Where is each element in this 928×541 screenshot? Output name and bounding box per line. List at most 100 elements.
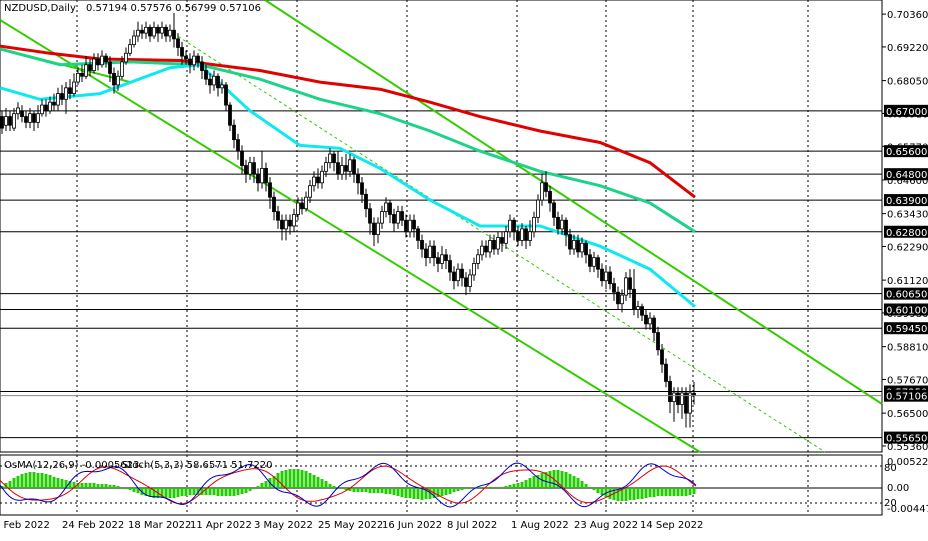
osma-bar (8, 481, 12, 488)
osma-bar (72, 482, 76, 488)
candle-body (16, 107, 20, 115)
candle-body (668, 381, 672, 403)
osma-bar (656, 488, 660, 496)
candle-body (184, 55, 188, 60)
osma-bar (404, 488, 408, 498)
candle-body (576, 239, 580, 253)
candle-body (564, 219, 568, 236)
osma-bar (40, 473, 44, 488)
osma-bar (352, 488, 356, 492)
osma-bar (648, 488, 652, 497)
candle-body (528, 231, 532, 241)
osma-bar (644, 488, 648, 498)
osma-bar (380, 488, 384, 493)
osma-bar (160, 488, 164, 498)
candle-body (660, 349, 664, 365)
osma-bar (120, 488, 124, 489)
osma-bar (544, 472, 548, 488)
candle-body (228, 104, 232, 126)
date-label: 25 May 2022 (318, 520, 383, 531)
osma-bar (24, 473, 28, 488)
osma-bar (188, 488, 192, 495)
candle-body (620, 294, 624, 305)
candle-body (140, 29, 144, 34)
osma-bar (172, 488, 176, 498)
osma-bar (248, 488, 252, 491)
candle-body (672, 392, 676, 403)
price-tick-label: 0.63430 (887, 210, 928, 221)
candle-body (344, 165, 348, 172)
osma-bar (476, 487, 480, 488)
osma-bar (624, 488, 628, 501)
osma-bar (452, 488, 456, 492)
candle-body (280, 219, 284, 230)
candle-body (452, 271, 456, 282)
osma-bar (132, 488, 136, 492)
candle-body (484, 245, 488, 253)
osma-bar (408, 488, 412, 498)
candle-body (52, 101, 56, 106)
osma-bar (88, 483, 92, 488)
candle-body (12, 113, 16, 129)
date-label: 16 Jun 2022 (382, 520, 442, 531)
osma-bar (316, 477, 320, 488)
candle-body (276, 211, 280, 221)
osma-bar (296, 469, 300, 488)
candle-body (456, 268, 460, 282)
candle-body (20, 110, 24, 117)
candle-body (572, 239, 576, 250)
candle-body (676, 392, 680, 405)
osma-bar (144, 488, 148, 496)
candle-body (600, 268, 604, 282)
candle-body (512, 219, 516, 233)
candle-body (324, 162, 328, 172)
osma-bar (360, 488, 364, 492)
price-tick-label: 0.57670 (887, 375, 928, 386)
osma-bar (200, 488, 204, 495)
price-tick-label: 0.56500 (887, 409, 928, 420)
osma-bar (212, 488, 216, 495)
candle-body (436, 257, 440, 264)
candle-body (404, 219, 408, 233)
candle-body (156, 26, 160, 34)
candle-body (100, 55, 104, 66)
candle-body (36, 113, 40, 123)
candle-body (552, 202, 556, 218)
last-price-box (884, 389, 928, 402)
candle-body (68, 87, 72, 94)
candle-body (256, 173, 260, 184)
candle-body (656, 332, 660, 351)
candle-body (28, 113, 32, 123)
candle-body (520, 228, 524, 241)
price-tick-label: 0.61120 (887, 276, 928, 287)
osma-bar (660, 488, 664, 496)
osma-bar (392, 488, 396, 495)
candle-body (488, 239, 492, 253)
osma-bar (108, 485, 112, 488)
osma-bar (328, 484, 332, 488)
osma-bar (420, 488, 424, 500)
candle-body (596, 257, 600, 270)
level-label-text: 0.63900 (886, 196, 927, 207)
candle-body (536, 199, 540, 218)
osma-bar (116, 486, 120, 488)
price-tick-label: 0.70360 (887, 10, 928, 21)
osma-bar (260, 483, 264, 488)
candle-body (568, 234, 572, 250)
candle-body (380, 211, 384, 224)
osma-bar (180, 488, 184, 496)
candle-body (96, 58, 100, 66)
osma-bar (620, 488, 624, 501)
osma-bar (192, 488, 196, 495)
candle-body (168, 29, 172, 37)
candle-body (224, 84, 228, 106)
date-label: 18 Mar 2022 (128, 520, 191, 531)
candle-body (584, 242, 588, 256)
osma-bar (128, 488, 132, 490)
osma-bar (216, 488, 220, 496)
osma-bar (588, 487, 592, 488)
osma-bar (96, 484, 100, 488)
osma-bar (468, 488, 472, 489)
